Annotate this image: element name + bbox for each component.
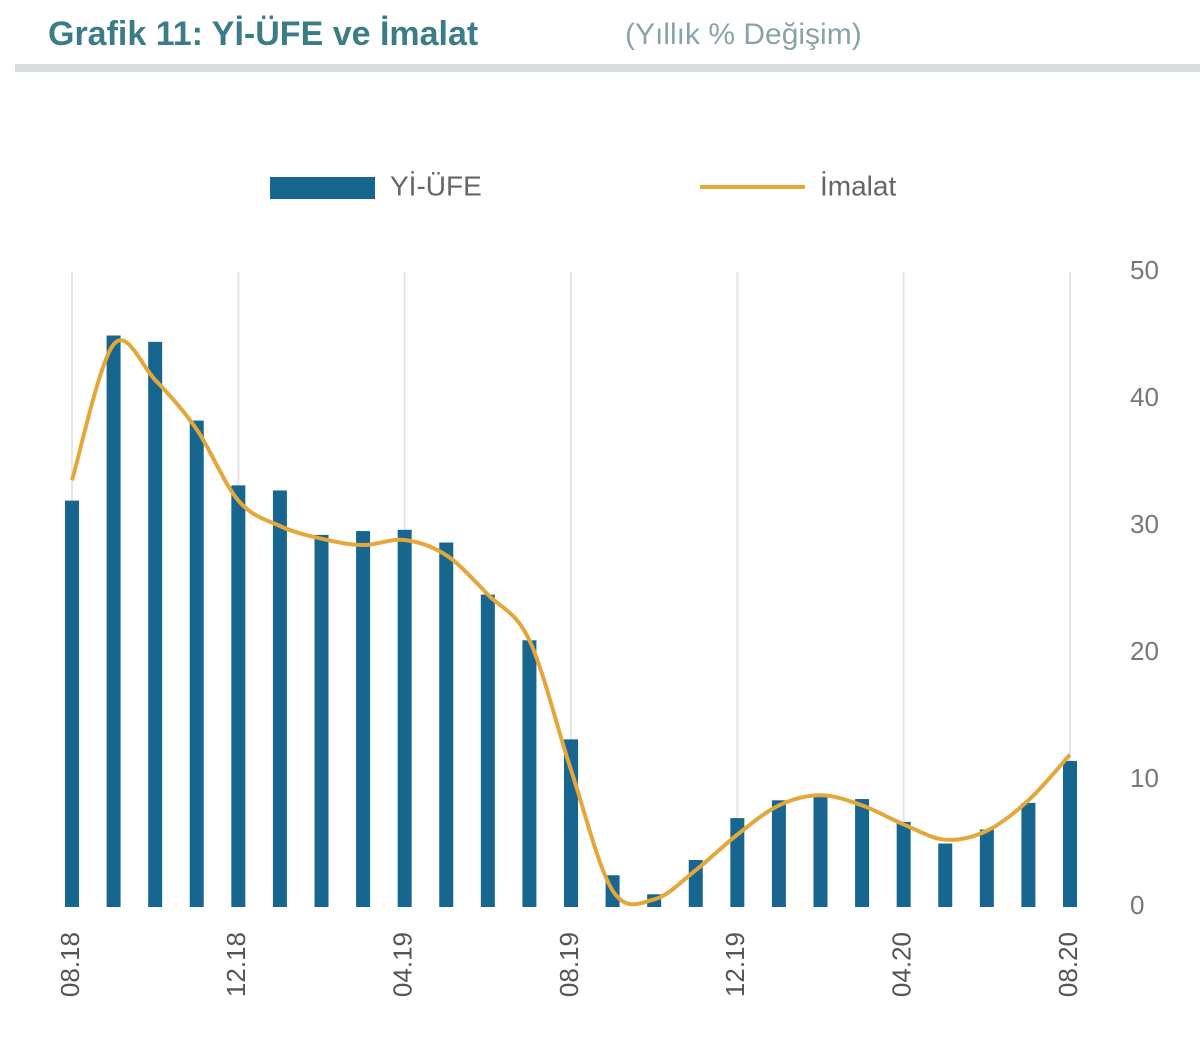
x-tick-label: 08.20 xyxy=(1053,932,1083,997)
bar xyxy=(189,420,204,907)
bar xyxy=(1021,802,1036,907)
y-tick-label: 0 xyxy=(1130,890,1144,920)
chart-title: Grafik 11: Yİ-ÜFE ve İmalat xyxy=(48,15,478,53)
y-tick-label: 10 xyxy=(1130,763,1159,793)
bar xyxy=(356,531,371,907)
legend-label: Yİ-ÜFE xyxy=(390,170,482,201)
x-tick-label: 12.18 xyxy=(221,932,251,997)
y-tick-label: 50 xyxy=(1130,255,1159,285)
bar xyxy=(106,335,121,907)
legend-swatch xyxy=(270,177,375,199)
bar xyxy=(730,818,745,907)
bar xyxy=(896,821,911,907)
bar xyxy=(855,799,870,907)
x-tick-label: 04.19 xyxy=(388,932,418,997)
x-tick-label: 12.19 xyxy=(720,932,750,997)
chart-subtitle: (Yıllık % Değişim) xyxy=(625,18,862,51)
bar xyxy=(938,843,953,907)
bar xyxy=(439,542,454,907)
x-tick-label: 04.20 xyxy=(887,932,917,997)
legend-label: İmalat xyxy=(820,170,896,201)
y-tick-label: 30 xyxy=(1130,509,1159,539)
bar xyxy=(771,800,786,907)
y-tick-label: 20 xyxy=(1130,636,1159,666)
x-tick-label: 08.19 xyxy=(554,932,584,997)
y-tick-label: 40 xyxy=(1130,382,1159,412)
bar xyxy=(1063,760,1077,907)
bar xyxy=(522,640,537,907)
bar xyxy=(65,500,79,907)
title-rule xyxy=(15,64,1200,72)
line xyxy=(70,338,1072,907)
bar xyxy=(148,341,163,908)
bar xyxy=(979,829,994,907)
x-tick-label: 08.18 xyxy=(55,932,85,997)
bar xyxy=(813,795,828,907)
bar xyxy=(231,485,246,907)
bar xyxy=(314,534,329,907)
bar xyxy=(397,529,412,907)
bar xyxy=(272,490,287,907)
bar xyxy=(480,594,495,907)
